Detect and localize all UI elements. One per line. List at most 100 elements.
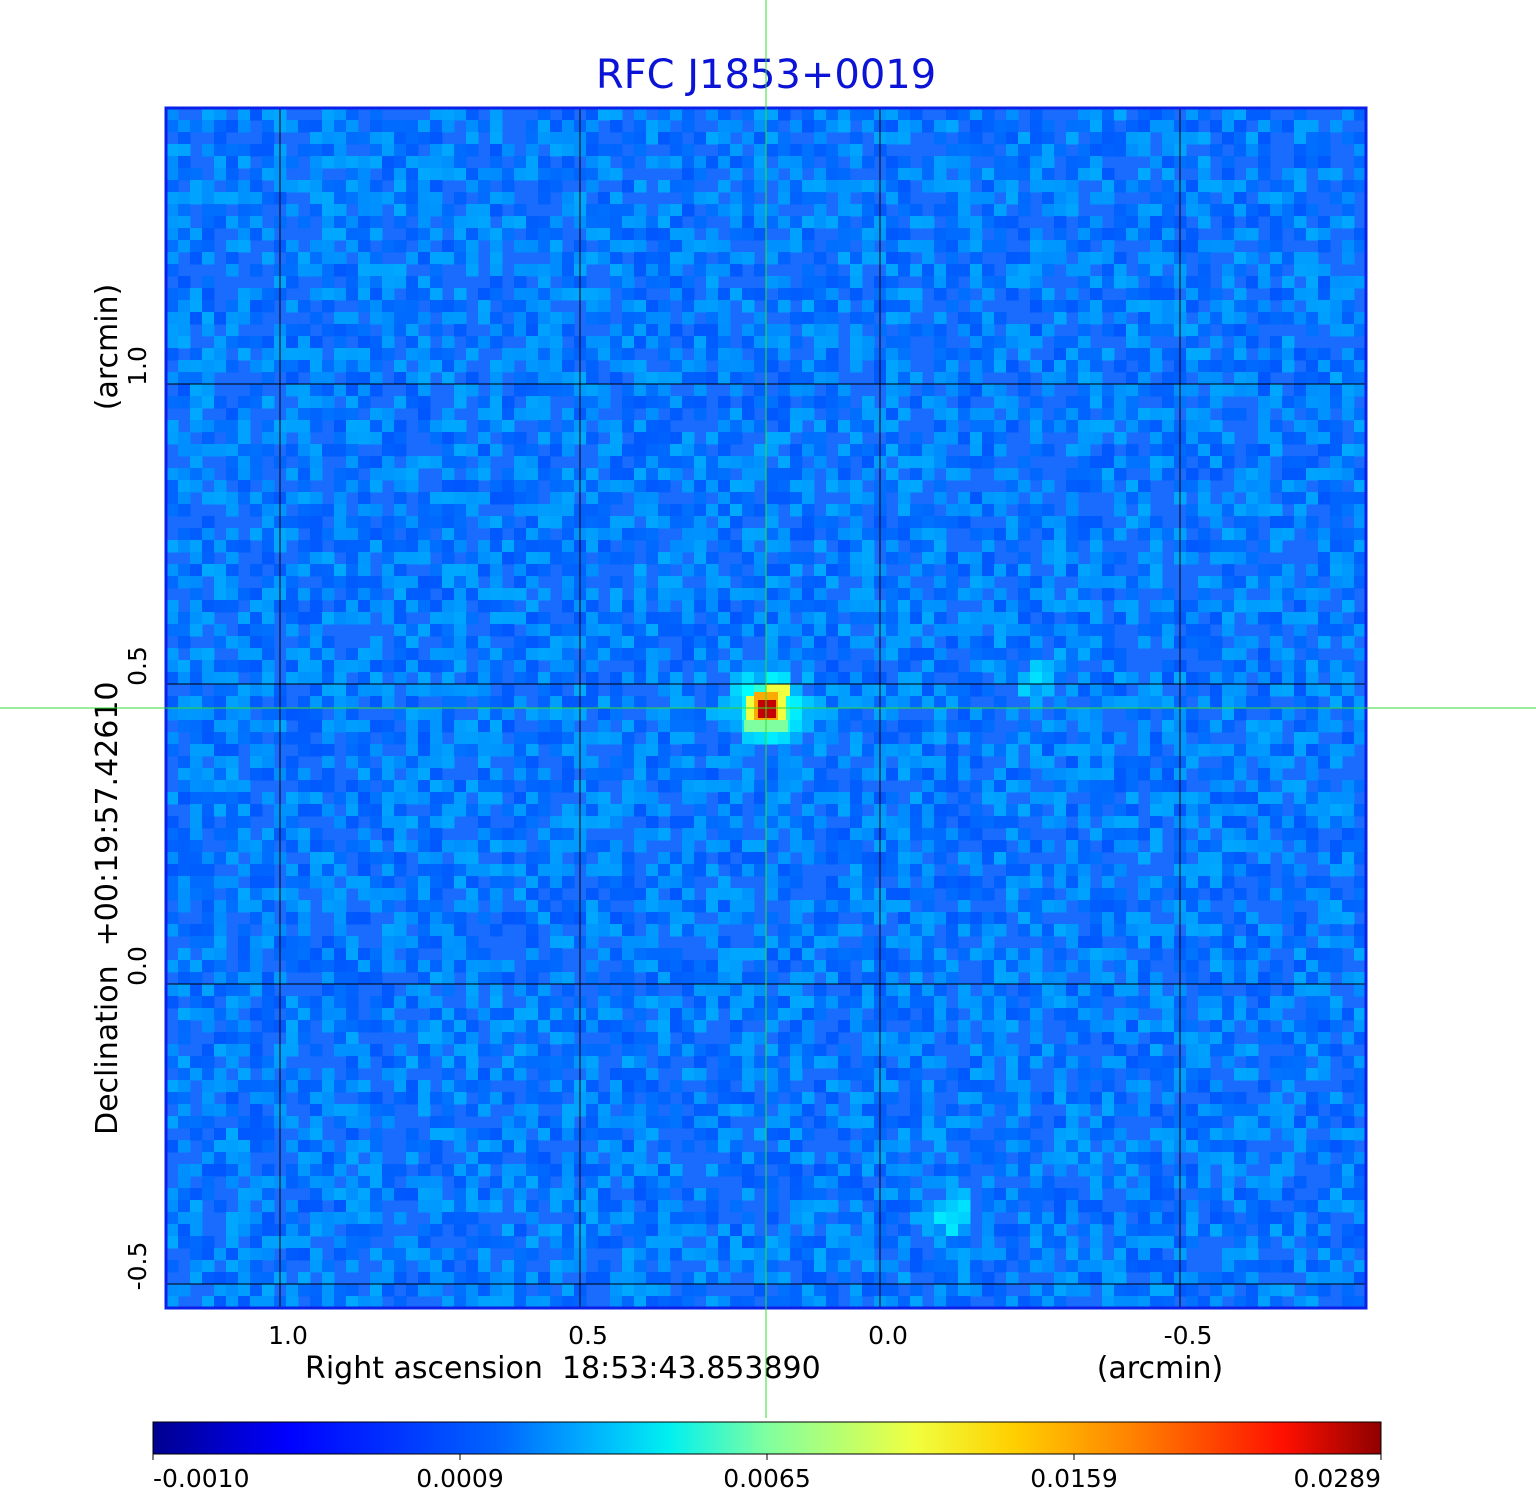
- image-pixel: [754, 312, 767, 325]
- image-pixel: [298, 1236, 311, 1249]
- image-pixel: [646, 588, 659, 601]
- image-pixel: [802, 1188, 815, 1201]
- image-pixel: [358, 828, 371, 841]
- image-pixel: [886, 384, 899, 397]
- image-pixel: [982, 108, 995, 121]
- image-pixel: [934, 1200, 947, 1213]
- image-pixel: [538, 540, 551, 553]
- image-pixel: [898, 480, 911, 493]
- image-pixel: [922, 1200, 935, 1213]
- image-pixel: [466, 480, 479, 493]
- image-pixel: [250, 1032, 263, 1045]
- image-pixel: [178, 1020, 191, 1033]
- image-pixel: [394, 1080, 407, 1093]
- image-pixel: [886, 852, 899, 865]
- image-pixel: [694, 780, 707, 793]
- image-pixel: [778, 768, 791, 781]
- image-pixel: [898, 1224, 911, 1237]
- image-pixel: [970, 912, 983, 925]
- image-pixel: [286, 936, 299, 949]
- image-pixel: [610, 204, 623, 217]
- image-pixel: [610, 636, 623, 649]
- image-pixel: [214, 444, 227, 457]
- image-pixel: [430, 660, 443, 673]
- image-pixel: [286, 1164, 299, 1177]
- image-pixel: [946, 744, 959, 757]
- image-pixel: [826, 576, 839, 589]
- image-pixel: [946, 1260, 959, 1273]
- image-pixel: [370, 192, 383, 205]
- image-pixel: [682, 516, 695, 529]
- image-pixel: [406, 780, 419, 793]
- image-pixel: [538, 1116, 551, 1129]
- image-pixel: [754, 348, 767, 361]
- image-pixel: [766, 1008, 779, 1021]
- image-pixel: [322, 1188, 335, 1201]
- image-pixel: [502, 1176, 515, 1189]
- image-pixel: [970, 300, 983, 313]
- image-pixel: [202, 1008, 215, 1021]
- image-pixel: [346, 552, 359, 565]
- image-pixel: [358, 768, 371, 781]
- image-pixel: [970, 240, 983, 253]
- image-pixel: [502, 1224, 515, 1237]
- image-pixel: [418, 732, 431, 745]
- image-pixel: [370, 636, 383, 649]
- image-pixel: [814, 432, 827, 445]
- image-pixel: [178, 120, 191, 133]
- image-pixel: [610, 240, 623, 253]
- image-pixel: [166, 492, 179, 505]
- image-pixel: [538, 1008, 551, 1021]
- image-pixel: [934, 336, 947, 349]
- image-pixel: [334, 696, 347, 709]
- image-pixel: [550, 732, 563, 745]
- image-pixel: [178, 444, 191, 457]
- image-pixel: [406, 768, 419, 781]
- image-pixel: [658, 240, 671, 253]
- image-pixel: [418, 540, 431, 553]
- image-pixel: [922, 396, 935, 409]
- image-pixel: [202, 984, 215, 997]
- image-pixel: [466, 564, 479, 577]
- image-pixel: [238, 900, 251, 913]
- image-pixel: [754, 396, 767, 409]
- image-pixel: [346, 804, 359, 817]
- image-pixel: [298, 804, 311, 817]
- image-pixel: [238, 864, 251, 877]
- image-pixel: [622, 240, 635, 253]
- image-pixel: [514, 1068, 527, 1081]
- image-pixel: [298, 1224, 311, 1237]
- image-pixel: [442, 1164, 455, 1177]
- image-pixel: [298, 1068, 311, 1081]
- image-pixel: [934, 1164, 947, 1177]
- image-pixel: [334, 1188, 347, 1201]
- image-pixel: [586, 312, 599, 325]
- image-pixel: [970, 456, 983, 469]
- image-pixel: [766, 396, 779, 409]
- image-pixel: [958, 636, 971, 649]
- image-pixel: [478, 1104, 491, 1117]
- image-pixel: [658, 900, 671, 913]
- image-pixel: [994, 840, 1007, 853]
- image-pixel: [406, 1140, 419, 1153]
- image-pixel: [406, 480, 419, 493]
- image-pixel: [766, 408, 779, 421]
- image-pixel: [490, 864, 503, 877]
- image-pixel: [418, 456, 431, 469]
- image-pixel: [826, 564, 839, 577]
- image-pixel: [838, 444, 851, 457]
- image-pixel: [982, 168, 995, 181]
- image-pixel: [262, 612, 275, 625]
- image-pixel: [502, 1032, 515, 1045]
- image-pixel: [478, 588, 491, 601]
- image-pixel: [646, 828, 659, 841]
- image-pixel: [370, 420, 383, 433]
- image-pixel: [562, 1200, 575, 1213]
- image-pixel: [598, 900, 611, 913]
- image-pixel: [298, 420, 311, 433]
- image-pixel: [442, 1008, 455, 1021]
- image-pixel: [982, 1068, 995, 1081]
- image-pixel: [670, 432, 683, 445]
- image-pixel: [766, 1128, 779, 1141]
- image-pixel: [814, 192, 827, 205]
